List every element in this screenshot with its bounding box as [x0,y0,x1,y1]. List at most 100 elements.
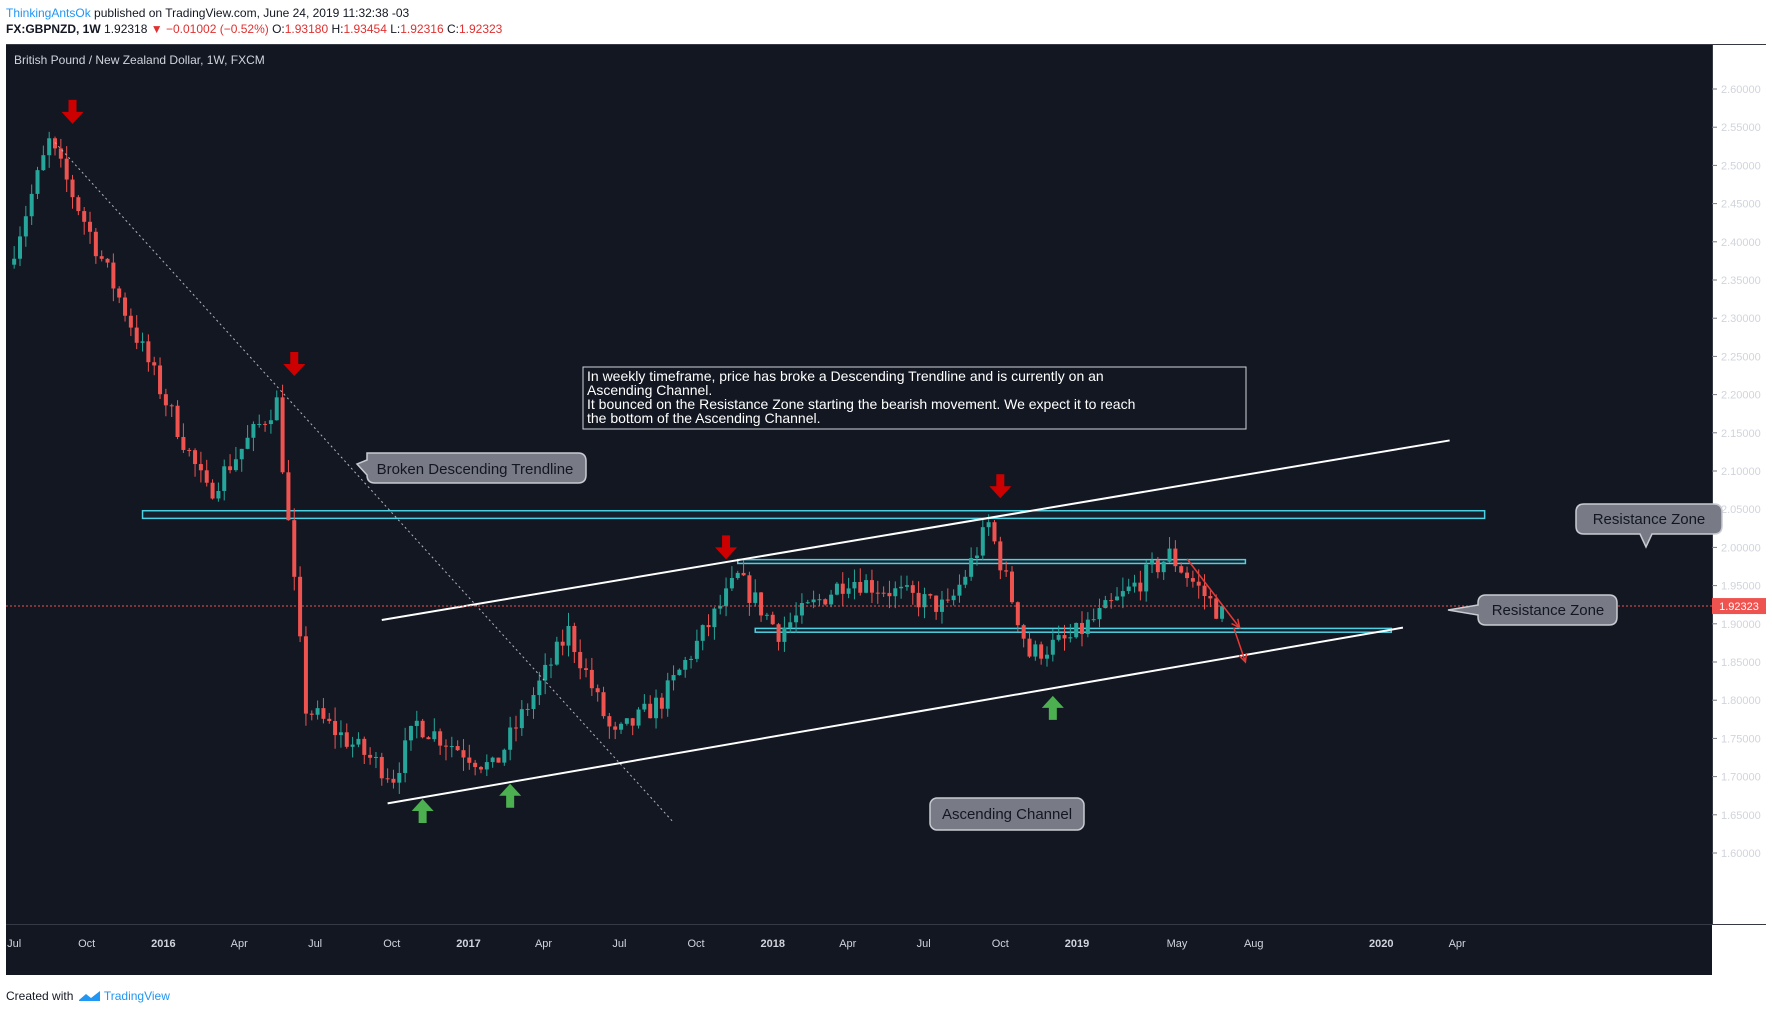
candle-body [671,675,676,681]
candle-body [1021,625,1026,639]
high-label: H: [331,22,344,36]
candle-body [1155,560,1160,573]
candle-body [1179,566,1184,573]
candle-body [204,470,209,483]
candle-body [420,720,425,738]
tradingview-brand[interactable]: TradingView [103,989,170,1003]
candle-body [41,155,46,171]
candle-body [181,437,186,450]
candle-body [788,622,793,628]
candle-body [169,405,174,407]
time-axis[interactable]: Jul Oct 2016 Apr Jul Oct 2017 Apr Jul Oct 2018 Apr J… [7,938,1466,950]
candle-body [939,599,944,612]
candle-body [823,599,828,605]
zone-middle [736,558,1247,565]
current-price-tag [1712,598,1766,615]
candle-body [461,750,466,758]
candle-body [286,472,291,521]
candle-body [1132,582,1137,587]
candle-body [263,423,268,425]
candle-body [134,327,139,343]
candle-body [1202,585,1207,597]
candle-body [525,708,530,710]
author-link[interactable]: ThinkingAntsOk [6,6,91,20]
price-axis[interactable]: 2.60000 2.55000 2.50000 2.45000 2.40000 2.350… [1712,84,1761,860]
callout-broken-trendline-label: Broken Descending Trendline [377,461,574,478]
x-tick-label: Jul [917,938,931,950]
candle-body [408,725,413,741]
descending-trendline [54,142,674,823]
callout-ascending-channel-label: Ascending Channel [942,806,1072,823]
candle-body [875,592,880,594]
candle-body [64,158,69,180]
candle-body [829,594,834,605]
candle-body [677,669,682,676]
x-tick-label: Apr [535,938,552,950]
candle-body [613,726,618,730]
candle-body [741,572,746,576]
price-chart[interactable]: 2.60000 2.55000 2.50000 2.45000 2.40000 2.350… [0,44,1772,975]
annotation-box[interactable] [582,366,1247,430]
candle-body [776,624,781,642]
y-tick-label: 1.90000 [1721,619,1761,631]
callout-resistance-lower[interactable]: Resistance Zone [1447,594,1618,626]
candle-body [158,365,163,395]
trendlines-layer [54,142,1450,823]
x-tick-label: 2019 [1065,938,1089,950]
candle-body [694,640,699,659]
candle-body [519,709,524,729]
x-tick-label: Oct [383,938,400,950]
candle-body [683,659,688,670]
candle-body [998,541,1003,571]
candle-body [1009,571,1014,603]
channel-upper-line [381,439,1450,621]
callout-broken-trendline[interactable]: Broken Descending Trendline [355,452,587,484]
callout-ascending-channel[interactable]: Ascending Channel [929,797,1085,831]
candle-body [76,197,81,212]
candle-body [426,737,431,740]
x-tick-label: Oct [687,938,704,950]
candle-body [1190,578,1195,582]
y-tick-label: 1.65000 [1721,810,1761,822]
candle-body [1015,602,1020,626]
candle-body [572,625,577,653]
high-value: 1.93454 [343,22,387,36]
y-tick-label: 2.00000 [1721,542,1761,554]
candle-body [659,697,664,709]
candle-body [146,341,151,363]
candle-body [18,236,23,259]
candle-body [654,697,659,719]
candle-body [1050,639,1055,655]
candle-body [735,572,740,579]
callout-resistance-upper[interactable]: Resistance Zone [1575,503,1723,549]
plot-area[interactable] [6,44,1712,975]
annotation-line-4: the bottom of the Ascending Channel. [587,410,821,426]
candle-body [1068,637,1073,639]
candle-body [391,778,396,783]
arrows-layer [61,99,1064,823]
candle-body [449,746,454,748]
candle-body [508,727,513,750]
candle-body [1214,598,1219,619]
candle-body [560,641,565,646]
candle-body [105,258,110,263]
candle-body [327,718,332,722]
candle-body [963,576,968,585]
candle-body [607,716,612,727]
candle-body [986,522,991,528]
candle-body [163,394,168,406]
candle-body [438,731,443,746]
publish-info: ThinkingAntsOk published on TradingView.… [6,6,409,20]
candle-body [111,262,116,289]
candle-body [257,423,262,425]
x-tick-label: Oct [78,938,95,950]
candle-body [385,778,390,780]
close-value: 1.92323 [458,22,503,36]
created-with: Created with TradingView [6,989,170,1003]
candle-body [1027,638,1032,657]
candle-body [992,522,997,542]
candle-body [117,288,122,298]
candle-body [951,595,956,601]
candle-body [665,680,670,709]
candle-body [1085,619,1090,634]
